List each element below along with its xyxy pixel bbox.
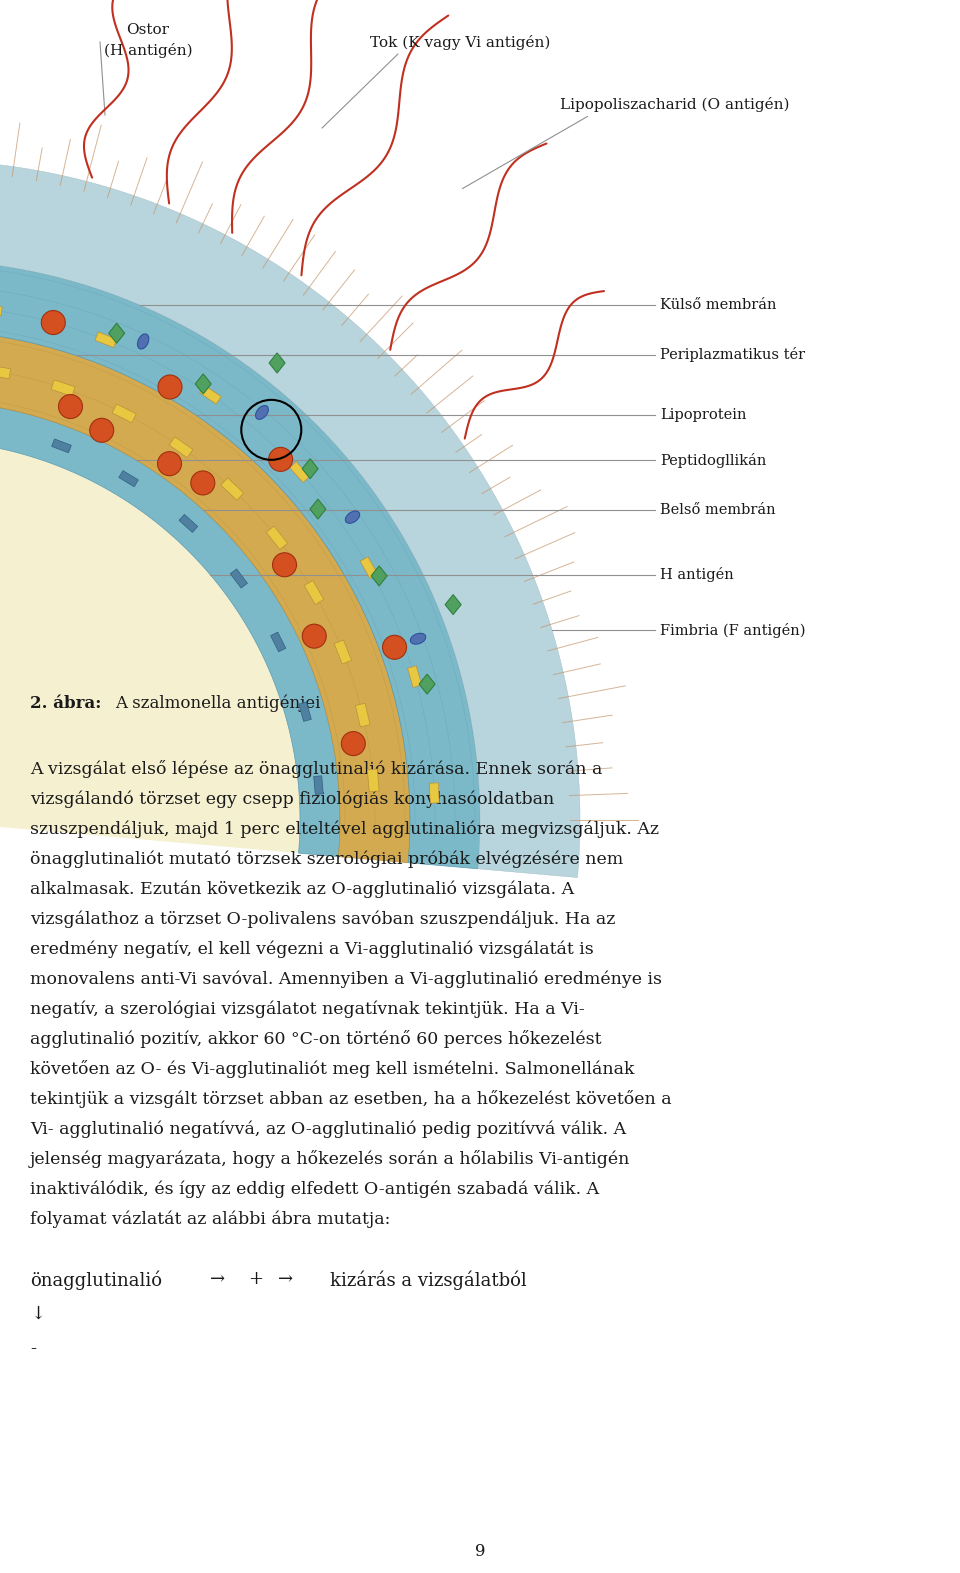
Circle shape xyxy=(157,451,181,475)
Text: monovalens anti-Vi savóval. Amennyiben a Vi-agglutinalió eredménye is: monovalens anti-Vi savóval. Amennyiben a… xyxy=(30,971,662,988)
Polygon shape xyxy=(52,439,71,453)
Polygon shape xyxy=(0,365,11,379)
Polygon shape xyxy=(0,162,580,878)
Text: önagglutinalió: önagglutinalió xyxy=(30,1269,162,1290)
Polygon shape xyxy=(108,322,125,343)
Text: Tok (K vagy Vi antigén): Tok (K vagy Vi antigén) xyxy=(370,35,550,49)
Polygon shape xyxy=(195,374,211,393)
Text: jelenség magyarázata, hogy a hőkezelés során a hőlabilis Vi-antigén: jelenség magyarázata, hogy a hőkezelés s… xyxy=(30,1150,631,1169)
Text: vizsgálandó törzset egy csepp fiziológiás konyhasóoldatban: vizsgálandó törzset egy csepp fiziológiá… xyxy=(30,790,554,807)
Ellipse shape xyxy=(410,634,425,645)
Polygon shape xyxy=(368,769,379,791)
Text: agglutinalió pozitív, akkor 60 °C-on történő 60 perces hőkezelést: agglutinalió pozitív, akkor 60 °C-on tör… xyxy=(30,1030,602,1048)
Polygon shape xyxy=(0,332,410,862)
Text: Vi- agglutinalió negatívvá, az O-agglutinalió pedig pozitívvá válik. A: Vi- agglutinalió negatívvá, az O-aggluti… xyxy=(30,1120,626,1137)
Polygon shape xyxy=(230,569,248,588)
Text: alkalmasak. Ezután következik az O-agglutinalió vizsgálata. A: alkalmasak. Ezután következik az O-agglu… xyxy=(30,879,574,898)
Text: követően az O- és Vi-agglutinaliót meg kell ismételni. Salmonellának: követően az O- és Vi-agglutinaliót meg k… xyxy=(30,1060,635,1078)
Ellipse shape xyxy=(346,511,360,524)
Polygon shape xyxy=(290,461,310,483)
Polygon shape xyxy=(95,332,117,348)
Circle shape xyxy=(302,624,326,648)
Text: 2. ábra:: 2. ábra: xyxy=(30,695,102,713)
Polygon shape xyxy=(408,665,421,687)
Polygon shape xyxy=(51,381,75,396)
Polygon shape xyxy=(334,640,351,664)
Circle shape xyxy=(269,447,293,472)
Text: →: → xyxy=(210,1269,226,1288)
Circle shape xyxy=(382,635,406,659)
Polygon shape xyxy=(372,566,387,585)
Polygon shape xyxy=(0,304,2,316)
Polygon shape xyxy=(169,437,193,458)
Text: tekintjük a vizsgált törzset abban az esetben, ha a hőkezelést követően a: tekintjük a vizsgált törzset abban az es… xyxy=(30,1090,672,1107)
Circle shape xyxy=(273,552,297,577)
Polygon shape xyxy=(310,499,326,519)
Polygon shape xyxy=(266,525,288,549)
Polygon shape xyxy=(304,580,324,604)
Polygon shape xyxy=(314,775,324,794)
Polygon shape xyxy=(420,675,435,694)
Polygon shape xyxy=(302,459,318,478)
Circle shape xyxy=(342,731,366,755)
Text: Peptidogllikán: Peptidogllikán xyxy=(660,453,766,467)
Text: Ostor: Ostor xyxy=(127,24,170,38)
Polygon shape xyxy=(179,514,198,532)
Text: Külső membrán: Külső membrán xyxy=(660,297,777,311)
Polygon shape xyxy=(429,783,440,804)
Text: -: - xyxy=(30,1340,36,1357)
Ellipse shape xyxy=(137,333,149,349)
Text: (H antigén): (H antigén) xyxy=(104,42,192,58)
Text: Lipoprotein: Lipoprotein xyxy=(660,407,747,422)
Circle shape xyxy=(59,395,83,418)
Polygon shape xyxy=(355,703,371,727)
Circle shape xyxy=(89,418,113,442)
Text: A szalmonella antigénjei: A szalmonella antigénjei xyxy=(115,695,321,713)
Text: ↓: ↓ xyxy=(30,1306,45,1323)
Text: 9: 9 xyxy=(475,1543,485,1559)
Polygon shape xyxy=(112,404,136,423)
Polygon shape xyxy=(360,557,378,579)
Polygon shape xyxy=(0,263,480,868)
Text: Lipopoliszacharid (O antigén): Lipopoliszacharid (O antigén) xyxy=(560,98,789,113)
Polygon shape xyxy=(269,352,285,373)
Text: inaktiválódik, és így az eddig elfedett O-antigén szabadá válik. A: inaktiválódik, és így az eddig elfedett … xyxy=(30,1180,599,1197)
Polygon shape xyxy=(119,470,138,486)
Text: eredmény negatív, el kell végezni a Vi-agglutinalió vizsgálatát is: eredmény negatív, el kell végezni a Vi-a… xyxy=(30,941,593,958)
Circle shape xyxy=(158,374,182,400)
Polygon shape xyxy=(221,478,244,500)
Text: Fimbria (F antigén): Fimbria (F antigén) xyxy=(660,623,805,637)
Text: kizárás a vizsgálatból: kizárás a vizsgálatból xyxy=(330,1269,527,1290)
Polygon shape xyxy=(271,632,286,651)
Circle shape xyxy=(41,310,65,335)
Ellipse shape xyxy=(255,406,269,420)
Polygon shape xyxy=(200,385,221,404)
Text: +: + xyxy=(248,1269,263,1288)
Text: szuszpendáljuk, majd 1 perc elteltével agglutinalióra megvizsgáljuk. Az: szuszpendáljuk, majd 1 perc elteltével a… xyxy=(30,820,659,837)
Text: Belső membrán: Belső membrán xyxy=(660,503,776,518)
Polygon shape xyxy=(0,401,340,857)
Text: A vizsgálat első lépése az önagglutinalió kizárása. Ennek során a: A vizsgálat első lépése az önagglutinali… xyxy=(30,760,602,779)
Circle shape xyxy=(191,470,215,495)
Text: negatív, a szerológiai vizsgálatot negatívnak tekintjük. Ha a Vi-: negatív, a szerológiai vizsgálatot negat… xyxy=(30,1000,585,1018)
Text: Periplazmatikus tér: Periplazmatikus tér xyxy=(660,348,805,362)
Text: folyamat vázlatát az alábbi ábra mutatja:: folyamat vázlatát az alábbi ábra mutatja… xyxy=(30,1210,391,1227)
Polygon shape xyxy=(445,595,461,615)
Text: H antigén: H antigén xyxy=(660,568,733,582)
Polygon shape xyxy=(299,702,311,722)
Text: →: → xyxy=(278,1269,293,1288)
Text: önagglutinaliót mutató törzsek szerológiai próbák elvégzésére nem: önagglutinaliót mutató törzsek szerológi… xyxy=(30,849,623,867)
Text: vizsgálathoz a törzset O-polivalens savóban szuszpendáljuk. Ha az: vizsgálathoz a törzset O-polivalens savó… xyxy=(30,911,615,928)
Polygon shape xyxy=(0,442,300,853)
